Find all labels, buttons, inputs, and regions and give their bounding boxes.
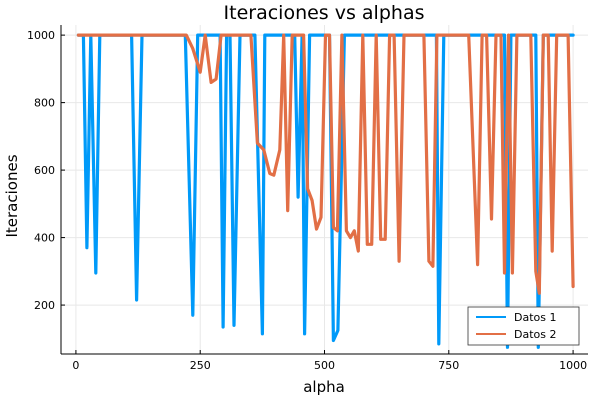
x-tick-labels: 0 250 500 750 1000 bbox=[72, 350, 587, 372]
x-axis-title: alpha bbox=[303, 378, 345, 396]
x-tick-label: 1000 bbox=[559, 359, 587, 372]
legend-label-datos-1: Datos 1 bbox=[514, 311, 556, 324]
y-tick-label: 600 bbox=[34, 164, 55, 177]
legend: Datos 1 Datos 2 bbox=[467, 306, 580, 346]
y-tick-label: 1000 bbox=[27, 29, 55, 42]
y-tick-label: 400 bbox=[34, 232, 55, 245]
x-tick-label: 250 bbox=[190, 359, 211, 372]
legend-box bbox=[467, 306, 580, 346]
series-line-datos-2 bbox=[76, 33, 575, 295]
x-tick-label: 500 bbox=[314, 359, 335, 372]
x-tick-label: 0 bbox=[72, 359, 79, 372]
y-tick-labels: 200 400 600 800 1000 bbox=[27, 29, 65, 312]
y-tick-label: 800 bbox=[34, 97, 55, 110]
x-tick-label: 750 bbox=[438, 359, 459, 372]
y-tick-label: 200 bbox=[34, 299, 55, 312]
plot-series bbox=[76, 33, 575, 349]
chart-title: Iteraciones vs alphas bbox=[224, 2, 425, 24]
y-axis-title: Iteraciones bbox=[3, 154, 21, 237]
legend-label-datos-2: Datos 2 bbox=[514, 328, 556, 341]
